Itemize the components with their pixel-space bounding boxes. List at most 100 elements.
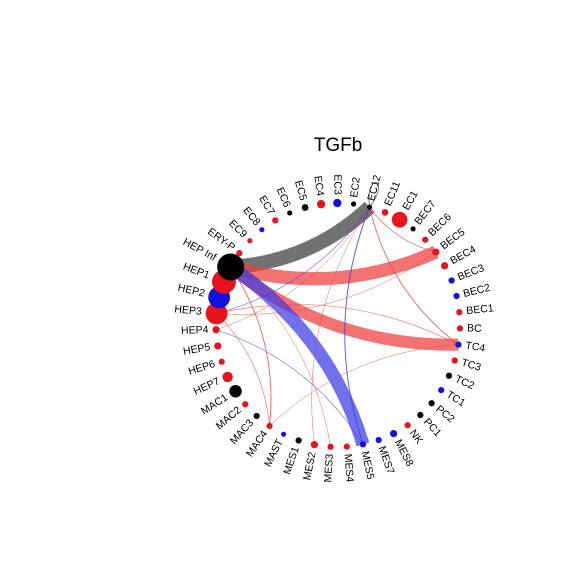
label-ec3: EC3 — [331, 174, 343, 195]
edge-ec12-to-bec5 — [369, 206, 436, 253]
label-ec4: EC4 — [311, 175, 326, 197]
node-hep6 — [218, 358, 225, 365]
node-ec2 — [350, 201, 357, 207]
node-mes1 — [295, 437, 302, 444]
label-pc2: PC2 — [433, 403, 456, 425]
node-hep7 — [222, 371, 233, 383]
edge-ec12-to-mes5 — [344, 206, 371, 445]
label-mes8: MES8 — [392, 438, 416, 469]
node-mes3 — [327, 443, 334, 450]
node-tc2 — [445, 372, 453, 379]
edge-ec12-to-ec12 — [368, 182, 379, 208]
label-ec6: EC6 — [274, 186, 293, 210]
label-hep1: HEP1 — [181, 261, 211, 282]
node-mac2 — [242, 401, 249, 408]
label-mes5: MES5 — [359, 450, 377, 481]
node-mac1 — [229, 384, 242, 398]
node-mac3 — [253, 412, 260, 420]
label-hep2: HEP2 — [177, 282, 207, 300]
node-bec7 — [410, 226, 416, 232]
plot-title: TGFb — [314, 135, 363, 156]
node-ec4 — [316, 200, 326, 209]
edge-mac4-to-hep3 — [216, 313, 270, 426]
label-bec3: BEC3 — [456, 262, 486, 283]
node-bc — [456, 325, 464, 332]
label-tc1: TC1 — [444, 389, 467, 410]
label-tc2: TC2 — [453, 373, 476, 392]
label-pc1: PC1 — [421, 416, 444, 439]
node-tc4 — [455, 341, 462, 348]
node-tc3 — [451, 357, 458, 364]
edge-tc4-to-mac4 — [269, 344, 459, 427]
node-mes2 — [310, 441, 319, 449]
node-ec8 — [259, 227, 265, 233]
label-bc: BC — [467, 322, 482, 334]
node-bec3 — [448, 277, 455, 284]
node-ec3 — [333, 198, 342, 208]
label-hep6: HEP6 — [187, 358, 217, 378]
label-hep3: HEP3 — [174, 303, 203, 318]
edge-ec12-to-mes2 — [311, 207, 370, 445]
label-ec8: EC8 — [240, 205, 262, 229]
node-mes4 — [343, 443, 350, 450]
edge-hep-inf-to-mes3 — [230, 266, 331, 447]
node-tc1 — [438, 386, 445, 394]
edge-ec12-to-hep3 — [216, 206, 370, 314]
node-ec7 — [272, 217, 279, 224]
node-mes5 — [359, 441, 367, 448]
edge-bec5-to-hep-inf — [228, 246, 439, 286]
label-mes7: MES7 — [376, 445, 397, 476]
label-ec12: EC12 — [365, 174, 383, 203]
label-bec1: BEC1 — [466, 302, 495, 317]
node-ec11 — [381, 209, 389, 216]
label-ec7: EC7 — [256, 194, 277, 218]
node-ec5 — [301, 204, 309, 211]
label-bec2: BEC2 — [462, 282, 492, 300]
node-nk — [404, 422, 411, 429]
node-mes7 — [375, 436, 382, 444]
node-hep-inf — [217, 253, 245, 281]
node-ec9 — [247, 238, 253, 244]
edge-mes5-to-hep-inf — [227, 261, 370, 447]
node-bec6 — [422, 236, 429, 243]
label-ec5: EC5 — [292, 179, 309, 202]
node-pc2 — [428, 400, 435, 407]
node-mac4 — [266, 422, 273, 430]
label-hep5: HEP5 — [182, 341, 211, 358]
node-mes8 — [389, 429, 398, 438]
edge-mes5-to-hep4 — [215, 329, 364, 445]
edge-bec5-to-hep3 — [216, 251, 436, 315]
node-bec5 — [432, 248, 440, 256]
edge-tc4-to-hep3 — [216, 304, 459, 345]
node-ec12 — [366, 204, 373, 210]
label-bec4: BEC4 — [448, 243, 478, 267]
label-ec1: EC1 — [400, 189, 421, 213]
node-pc1 — [417, 411, 424, 419]
label-ec9: EC9 — [226, 217, 249, 240]
label-ec2: EC2 — [348, 176, 363, 198]
node-bec2 — [453, 292, 460, 300]
node-hep5 — [214, 342, 222, 350]
label-mes1: MES1 — [281, 445, 302, 476]
label-nk: NK — [407, 427, 425, 446]
node-bec1 — [456, 308, 463, 316]
node-ec6 — [287, 210, 293, 216]
node-ery-p — [236, 250, 243, 257]
edge-ec12-to-hep4 — [216, 207, 370, 330]
edge-layer — [215, 182, 459, 447]
node-bec4 — [441, 262, 449, 270]
node-mast — [280, 431, 287, 437]
edge-hep-inf-to-mac4 — [230, 266, 272, 427]
edge-ec12-to-tc4 — [369, 207, 459, 345]
label-mes2: MES2 — [301, 451, 318, 482]
label-tc4: TC4 — [465, 340, 487, 355]
label-ec11: EC11 — [382, 180, 403, 208]
node-ec1 — [391, 211, 408, 228]
label-hep4: HEP4 — [181, 324, 209, 337]
node-layer — [205, 198, 464, 450]
node-hep3 — [205, 302, 228, 325]
node-hep4 — [212, 326, 220, 334]
label-tc3: TC3 — [460, 357, 483, 374]
label-mes3: MES3 — [322, 453, 336, 482]
